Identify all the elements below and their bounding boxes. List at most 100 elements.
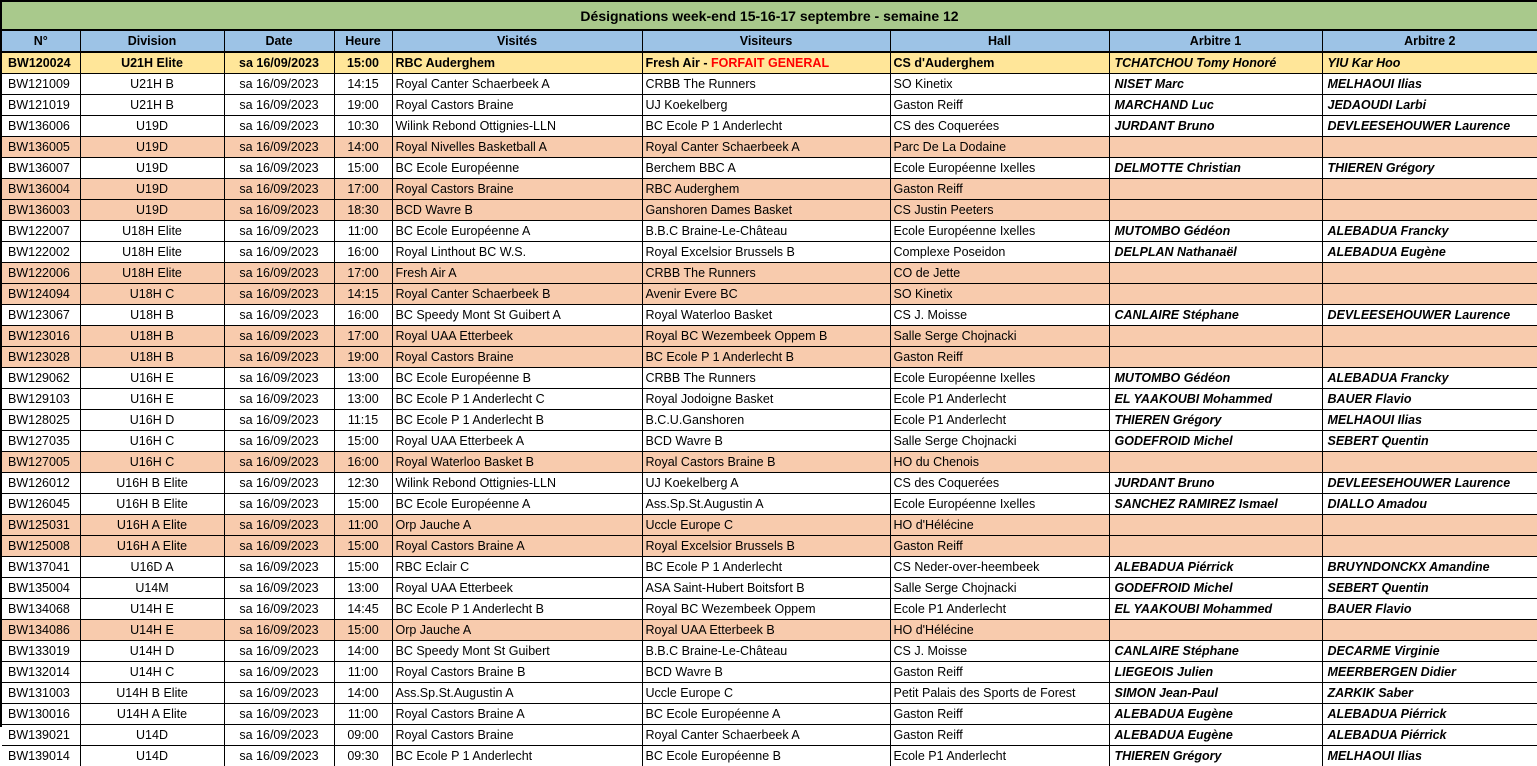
cell-hall[interactable]: SO Kinetix — [890, 284, 1109, 305]
cell-visites[interactable]: BC Ecole Européenne A — [392, 221, 642, 242]
cell-heure[interactable]: 09:30 — [334, 746, 392, 766]
cell-heure[interactable]: 14:45 — [334, 599, 392, 620]
cell-division[interactable]: U14H D — [80, 641, 224, 662]
cell-heure[interactable]: 12:30 — [334, 473, 392, 494]
cell-division[interactable]: U16H B Elite — [80, 473, 224, 494]
cell-arbitre-2[interactable] — [1322, 179, 1537, 200]
cell-division[interactable]: U21H B — [80, 95, 224, 116]
cell-heure[interactable]: 19:00 — [334, 347, 392, 368]
cell-visiteurs[interactable]: Royal Canter Schaerbeek A — [642, 137, 890, 158]
cell-visiteurs[interactable]: BC Ecole Européenne B — [642, 746, 890, 766]
cell-arbitre-1[interactable] — [1109, 200, 1322, 221]
cell-arbitre-2[interactable]: BAUER Flavio — [1322, 599, 1537, 620]
cell-visiteurs[interactable]: Royal Castors Braine B — [642, 452, 890, 473]
cell-arbitre-2[interactable]: ALEBADUA Francky — [1322, 221, 1537, 242]
column-header-heure[interactable]: Heure — [334, 30, 392, 52]
cell-hall[interactable]: CS des Coquerées — [890, 116, 1109, 137]
cell-date[interactable]: sa 16/09/2023 — [224, 746, 334, 766]
cell-date[interactable]: sa 16/09/2023 — [224, 494, 334, 515]
cell-visites[interactable]: Orp Jauche A — [392, 620, 642, 641]
cell-hall[interactable]: CS d'Auderghem — [890, 52, 1109, 74]
cell-heure[interactable]: 17:00 — [334, 179, 392, 200]
cell-visiteurs[interactable]: BC Ecole P 1 Anderlecht B — [642, 347, 890, 368]
cell-hall[interactable]: HO d'Hélécine — [890, 620, 1109, 641]
cell-hall[interactable]: CS Neder-over-heembeek — [890, 557, 1109, 578]
cell-hall[interactable]: Complexe Poseidon — [890, 242, 1109, 263]
cell-visiteurs[interactable]: Royal BC Wezembeek Oppem B — [642, 326, 890, 347]
cell-arbitre-1[interactable]: GODEFROID Michel — [1109, 431, 1322, 452]
cell-arbitre-2[interactable]: MELHAOUI Ilias — [1322, 746, 1537, 766]
cell-division[interactable]: U18H B — [80, 347, 224, 368]
cell-date[interactable]: sa 16/09/2023 — [224, 74, 334, 95]
cell-division[interactable]: U18H Elite — [80, 263, 224, 284]
cell-visites[interactable]: Royal Castors Braine A — [392, 536, 642, 557]
cell-visites[interactable]: Wilink Rebond Ottignies-LLN — [392, 116, 642, 137]
cell-division[interactable]: U19D — [80, 116, 224, 137]
cell-division[interactable]: U14D — [80, 725, 224, 746]
cell-heure[interactable]: 15:00 — [334, 158, 392, 179]
cell-arbitre-1[interactable] — [1109, 515, 1322, 536]
cell-heure[interactable]: 16:00 — [334, 242, 392, 263]
cell-num[interactable]: BW126012 — [2, 473, 80, 494]
cell-visites[interactable]: BC Ecole P 1 Anderlecht — [392, 746, 642, 766]
cell-heure[interactable]: 10:30 — [334, 116, 392, 137]
cell-division[interactable]: U19D — [80, 179, 224, 200]
cell-visiteurs[interactable]: CRBB The Runners — [642, 263, 890, 284]
cell-date[interactable]: sa 16/09/2023 — [224, 599, 334, 620]
cell-arbitre-1[interactable] — [1109, 347, 1322, 368]
cell-num[interactable]: BW124094 — [2, 284, 80, 305]
cell-division[interactable]: U18H Elite — [80, 221, 224, 242]
cell-visites[interactable]: Royal Waterloo Basket B — [392, 452, 642, 473]
cell-date[interactable]: sa 16/09/2023 — [224, 242, 334, 263]
cell-hall[interactable]: CO de Jette — [890, 263, 1109, 284]
cell-num[interactable]: BW132014 — [2, 662, 80, 683]
cell-hall[interactable]: Gaston Reiff — [890, 704, 1109, 725]
cell-arbitre-1[interactable]: ALEBADUA Piérrick — [1109, 557, 1322, 578]
cell-num[interactable]: BW121019 — [2, 95, 80, 116]
cell-hall[interactable]: Petit Palais des Sports de Forest — [890, 683, 1109, 704]
cell-arbitre-2[interactable] — [1322, 326, 1537, 347]
cell-division[interactable]: U16H A Elite — [80, 515, 224, 536]
cell-arbitre-1[interactable] — [1109, 263, 1322, 284]
cell-num[interactable]: BW127005 — [2, 452, 80, 473]
cell-visites[interactable]: BC Ecole P 1 Anderlecht B — [392, 599, 642, 620]
cell-division[interactable]: U16H E — [80, 389, 224, 410]
cell-arbitre-1[interactable]: CANLAIRE Stéphane — [1109, 305, 1322, 326]
cell-visiteurs[interactable]: ASA Saint-Hubert Boitsfort B — [642, 578, 890, 599]
cell-date[interactable]: sa 16/09/2023 — [224, 641, 334, 662]
cell-date[interactable]: sa 16/09/2023 — [224, 52, 334, 74]
cell-arbitre-1[interactable]: ALEBADUA Eugène — [1109, 725, 1322, 746]
cell-arbitre-2[interactable] — [1322, 620, 1537, 641]
cell-hall[interactable]: Salle Serge Chojnacki — [890, 431, 1109, 452]
cell-hall[interactable]: Gaston Reiff — [890, 347, 1109, 368]
cell-num[interactable]: BW139014 — [2, 746, 80, 766]
cell-date[interactable]: sa 16/09/2023 — [224, 158, 334, 179]
cell-visites[interactable]: Royal Castors Braine B — [392, 662, 642, 683]
cell-heure[interactable]: 11:00 — [334, 515, 392, 536]
cell-hall[interactable]: CS Justin Peeters — [890, 200, 1109, 221]
cell-heure[interactable]: 11:00 — [334, 704, 392, 725]
cell-heure[interactable]: 13:00 — [334, 578, 392, 599]
cell-hall[interactable]: CS J. Moisse — [890, 641, 1109, 662]
cell-date[interactable]: sa 16/09/2023 — [224, 263, 334, 284]
cell-num[interactable]: BW136005 — [2, 137, 80, 158]
cell-visites[interactable]: BC Ecole P 1 Anderlecht C — [392, 389, 642, 410]
cell-division[interactable]: U19D — [80, 137, 224, 158]
cell-date[interactable]: sa 16/09/2023 — [224, 137, 334, 158]
cell-heure[interactable]: 14:00 — [334, 641, 392, 662]
cell-visites[interactable]: BC Ecole Européenne — [392, 158, 642, 179]
cell-date[interactable]: sa 16/09/2023 — [224, 410, 334, 431]
